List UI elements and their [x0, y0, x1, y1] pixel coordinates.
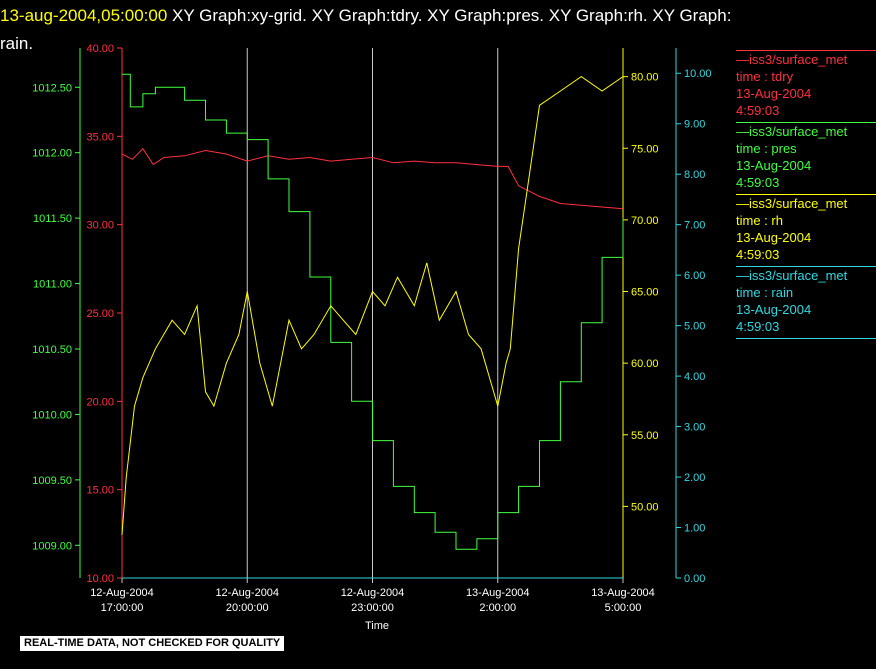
- header-graphs-cont: rain.: [0, 34, 34, 53]
- legend-time: 4:59:03: [736, 247, 780, 262]
- y-tick-label-rain: 1.00: [684, 523, 705, 535]
- y-tick-label-pres: 1011.50: [33, 213, 72, 225]
- y-tick-label-rain: 5.00: [684, 321, 705, 333]
- legend-time: 4:59:03: [736, 319, 780, 334]
- y-tick-label-pres: 1009.00: [32, 540, 72, 552]
- y-tick-label-tdry: 35.00: [86, 131, 114, 143]
- legend-date: 13-Aug-2004: [736, 302, 812, 317]
- y-tick-label-rh: 55.00: [631, 430, 659, 442]
- y-tick-label-rh: 65.00: [631, 287, 659, 299]
- y-tick-label-rain: 6.00: [684, 270, 705, 282]
- x-tick-label-time: 5:00:00: [605, 602, 642, 614]
- x-axis-label: Time: [365, 620, 389, 632]
- legend-entry: —iss3/surface_met time : pres 13-Aug-2004 4…: [736, 122, 876, 191]
- y-tick-label-pres: 1012.50: [32, 82, 72, 94]
- y-tick-label-tdry: 30.00: [86, 220, 114, 232]
- x-tick-label-time: 23:00:00: [351, 602, 394, 614]
- y-tick-label-rain: 3.00: [684, 422, 705, 434]
- y-tick-label-rh: 50.00: [631, 501, 659, 513]
- y-tick-label-pres: 1011.00: [33, 279, 72, 291]
- y-tick-label-rain: 2.00: [684, 472, 705, 484]
- series-line-pres: [122, 73, 624, 550]
- x-tick-label-time: 2:00:00: [479, 602, 516, 614]
- y-tick-label-rh: 75.00: [631, 143, 659, 155]
- legend-entry: —iss3/surface_met time : rain 13-Aug-2004 4…: [736, 266, 876, 335]
- chart-title: 13-aug-2004,05:00:00 XY Graph:xy-grid. X…: [0, 2, 876, 58]
- legend-var: time : rain: [736, 285, 794, 300]
- y-tick-label-pres: 1010.00: [32, 409, 72, 421]
- x-tick-label-date: 12-Aug-2004: [341, 587, 405, 599]
- x-tick-label-time: 17:00:00: [101, 602, 144, 614]
- legend-var: time : pres: [736, 141, 797, 156]
- legend-source: —iss3/surface_met: [736, 122, 876, 140]
- y-tick-label-rh: 60.00: [631, 358, 659, 370]
- series-line-rh: [121, 75, 624, 536]
- header-date: 13-aug-2004,05:00:00: [0, 6, 168, 25]
- y-tick-label-rain: 4.00: [684, 371, 705, 383]
- y-tick-label-tdry: 40.00: [86, 43, 114, 55]
- y-tick-label-tdry: 20.00: [86, 396, 114, 408]
- y-tick-label-pres: 1012.00: [32, 148, 72, 160]
- x-tick-label-time: 20:00:00: [226, 602, 269, 614]
- legend-end-rule: [736, 338, 876, 339]
- y-tick-label-rain: 9.00: [684, 119, 705, 131]
- y-tick-label-pres: 1009.50: [32, 475, 72, 487]
- legend-var: time : tdry: [736, 69, 794, 84]
- y-tick-label-rh: 80.00: [631, 72, 659, 84]
- legend-date: 13-Aug-2004: [736, 230, 812, 245]
- series-line-tdry: [121, 147, 624, 210]
- y-tick-label-tdry: 10.00: [86, 573, 114, 585]
- legend-time: 4:59:03: [736, 175, 780, 190]
- x-tick-label-date: 12-Aug-2004: [90, 587, 154, 599]
- y-tick-label-rain: 0.00: [684, 573, 705, 585]
- quality-notice: REAL-TIME DATA, NOT CHECKED FOR QUALITY: [20, 636, 285, 651]
- x-tick-label-date: 12-Aug-2004: [215, 587, 279, 599]
- legend-time: 4:59:03: [736, 103, 780, 118]
- y-tick-label-rain: 10.00: [684, 68, 712, 80]
- y-tick-label-pres: 1010.50: [32, 344, 72, 356]
- x-tick-label-date: 13-Aug-2004: [591, 587, 655, 599]
- y-tick-label-tdry: 15.00: [86, 485, 114, 497]
- legend-date: 13-Aug-2004: [736, 158, 812, 173]
- legend-source: —iss3/surface_met: [736, 194, 876, 212]
- x-tick-label-date: 13-Aug-2004: [466, 587, 530, 599]
- header-graphs: XY Graph:xy-grid. XY Graph:tdry. XY Grap…: [172, 6, 732, 25]
- legend-source: —iss3/surface_met: [736, 50, 876, 68]
- y-tick-label-rain: 7.00: [684, 220, 705, 232]
- legend-source: —iss3/surface_met: [736, 266, 876, 284]
- y-tick-label-tdry: 25.00: [86, 308, 114, 320]
- legend-date: 13-Aug-2004: [736, 86, 812, 101]
- legend-entry: —iss3/surface_met time : tdry 13-Aug-2004 4…: [736, 50, 876, 119]
- legend-entry: —iss3/surface_met time : rh 13-Aug-2004 4:5…: [736, 194, 876, 263]
- legend-var: time : rh: [736, 213, 783, 228]
- y-tick-label-rh: 70.00: [631, 215, 659, 227]
- y-tick-label-rain: 8.00: [684, 169, 705, 181]
